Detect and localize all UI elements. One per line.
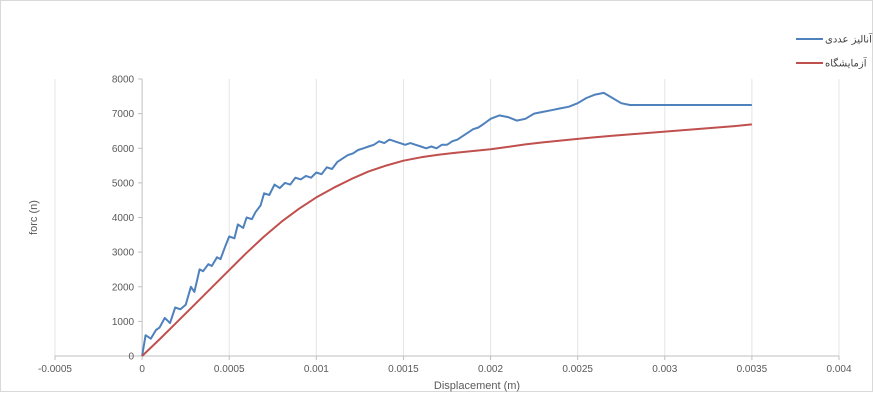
legend-label-numerical: آنالیز عددی xyxy=(825,33,873,46)
x-tick-label: 0.0005 xyxy=(214,364,245,375)
y-axis-title: forc (n) xyxy=(28,200,40,235)
x-tick-label: -0.0005 xyxy=(38,364,72,375)
series-lines xyxy=(142,93,752,356)
x-tick-label: 0.0015 xyxy=(388,364,419,375)
series-line-1 xyxy=(142,124,752,356)
y-tick-label: 5000 xyxy=(112,178,135,189)
y-tick-label: 4000 xyxy=(112,213,135,224)
x-tick-label: 0.001 xyxy=(304,364,329,375)
x-tick-label: 0.003 xyxy=(652,364,677,375)
x-tick-label: 0.0025 xyxy=(562,364,593,375)
y-tick-label: 3000 xyxy=(112,248,135,259)
x-tick-label: 0.0035 xyxy=(737,364,768,375)
y-tick-label: 6000 xyxy=(112,144,135,155)
y-tick-label: 8000 xyxy=(112,75,135,86)
y-tick-label: 1000 xyxy=(112,317,135,328)
y-tick-label: 7000 xyxy=(112,109,135,120)
legend-label-experimental: آزمایشگاه xyxy=(825,57,868,70)
x-tick-label: 0.004 xyxy=(826,364,851,375)
x-tick-label: 0.002 xyxy=(478,364,503,375)
y-tick-label: 0 xyxy=(129,352,135,363)
legend: آنالیز عددی آزمایشگاه xyxy=(796,33,873,70)
x-axis-title: Displacement (m) xyxy=(434,380,520,392)
y-tick-label: 2000 xyxy=(112,282,135,293)
x-tick-label: 0 xyxy=(139,364,145,375)
tick-labels: 0 1000 2000 3000 4000 5000 6000 7000 8000 -0.0005… xyxy=(38,75,852,376)
